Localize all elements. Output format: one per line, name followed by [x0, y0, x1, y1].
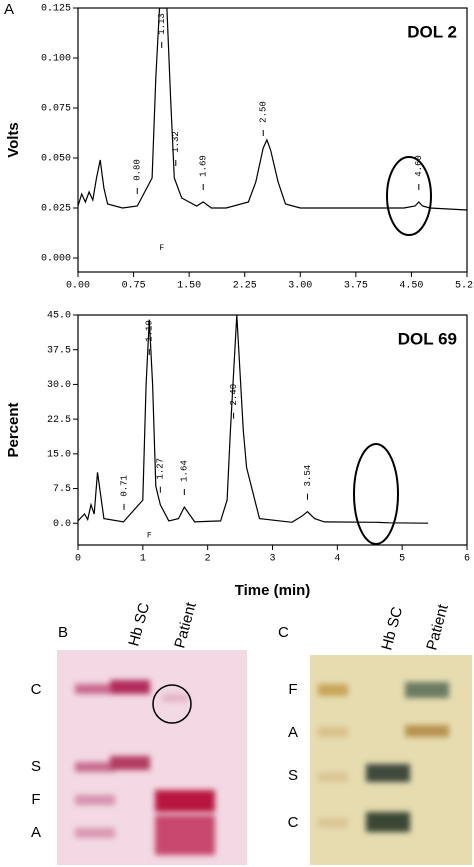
peak-label: 0.71	[119, 475, 129, 497]
y-tick-label: 7.5	[53, 484, 71, 495]
x-tick-label: 3.00	[288, 281, 312, 292]
x-tick-label: 1.50	[177, 281, 201, 292]
peak-label: 1.32	[171, 131, 181, 153]
lane-label: Hb SC	[125, 601, 153, 648]
band-label: C	[288, 814, 299, 831]
lane-label: Patient	[171, 600, 200, 650]
highlight-circle	[152, 684, 192, 724]
x-axis-label: Time (min)	[235, 582, 311, 599]
peak-label: 0.80	[133, 159, 143, 181]
annotation: DOL 2	[407, 22, 457, 41]
plot-frame	[77, 314, 468, 546]
y-tick-label: 0.100	[41, 54, 71, 65]
y-tick-label: 22.5	[47, 415, 71, 426]
peak-label: 2.50	[259, 101, 269, 123]
trace	[78, 8, 467, 211]
peak-label: 1.27	[156, 458, 166, 480]
y-tick-label: 45.0	[47, 311, 71, 322]
y-axis-label: Volts	[5, 122, 22, 158]
band-label: F	[288, 681, 297, 698]
panel-letter: A	[4, 1, 14, 18]
peak-marker-label: F	[147, 531, 152, 540]
y-tick-label: 15.0	[47, 449, 71, 460]
x-tick-label: 0	[75, 554, 81, 565]
highlight-ellipse	[386, 156, 432, 236]
gel-bands	[318, 682, 449, 832]
y-tick-label: 0.125	[41, 4, 71, 15]
x-tick-label: 5	[399, 554, 405, 565]
x-tick-label: 3	[269, 554, 275, 565]
panel-letter: B	[58, 624, 68, 641]
plot-area	[78, 315, 429, 524]
highlight-ellipse	[353, 443, 399, 545]
x-tick-label: 2.25	[233, 281, 257, 292]
y-tick-label: 30.0	[47, 380, 71, 391]
peak-label: 1.13	[157, 13, 167, 35]
y-tick-label: 37.5	[47, 345, 71, 356]
x-tick-label: 0.00	[66, 281, 90, 292]
peak-label: 1.69	[199, 155, 209, 177]
band-label: A	[288, 724, 298, 741]
annotation: DOL 69	[398, 329, 457, 348]
gel-bands	[75, 680, 215, 855]
peak-label: 3.54	[303, 465, 313, 487]
plot-frame	[77, 7, 468, 273]
plot-area	[78, 8, 467, 211]
band-label: S	[31, 758, 41, 775]
peak-marker-label: F	[159, 244, 164, 253]
y-tick-label: 0.075	[41, 104, 71, 115]
x-tick-label: 3.75	[344, 281, 368, 292]
peak-label: 1.64	[180, 460, 190, 482]
y-axis-label: Percent	[5, 402, 22, 457]
x-tick-label: 4	[334, 554, 340, 565]
x-tick-label: 0.75	[122, 281, 146, 292]
band-label: S	[288, 767, 298, 784]
y-tick-label: 0.000	[41, 254, 71, 265]
band-label: F	[31, 791, 40, 808]
peak-label: 4.60	[414, 155, 424, 177]
trace	[78, 315, 429, 524]
x-tick-label: 1	[140, 554, 146, 565]
y-tick-label: 0.025	[41, 204, 71, 215]
band-label: C	[31, 681, 42, 698]
x-tick-label: 4.50	[399, 281, 423, 292]
peak-label: 2.40	[229, 384, 239, 406]
y-tick-label: 0.0	[53, 519, 71, 530]
y-tick-label: 0.050	[41, 154, 71, 165]
lane-label: Hb SC	[378, 605, 406, 652]
x-tick-label: 2	[205, 554, 211, 565]
x-tick-label: 5.25	[455, 281, 474, 292]
x-tick-label: 6	[464, 554, 470, 565]
peak-label: 1.10	[145, 320, 155, 342]
panel-letter: C	[278, 624, 289, 641]
lane-label: Patient	[423, 602, 452, 652]
band-label: A	[31, 824, 41, 841]
